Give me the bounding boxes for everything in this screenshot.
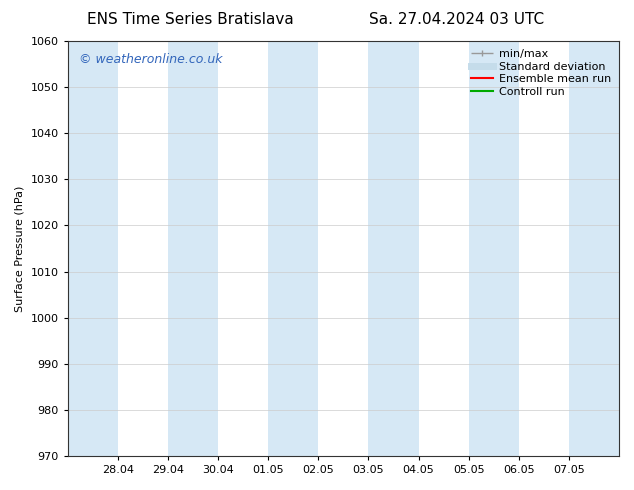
Bar [268,41,318,456]
Bar [569,41,619,456]
Text: © weatheronline.co.uk: © weatheronline.co.uk [79,53,223,67]
Legend: min/max, Standard deviation, Ensemble mean run, Controll run: min/max, Standard deviation, Ensemble me… [469,47,614,99]
Bar [68,41,118,456]
Bar [469,41,519,456]
Text: Sa. 27.04.2024 03 UTC: Sa. 27.04.2024 03 UTC [369,12,544,27]
Bar [168,41,218,456]
Y-axis label: Surface Pressure (hPa): Surface Pressure (hPa) [15,185,25,312]
Bar [368,41,418,456]
Text: ENS Time Series Bratislava: ENS Time Series Bratislava [87,12,294,27]
